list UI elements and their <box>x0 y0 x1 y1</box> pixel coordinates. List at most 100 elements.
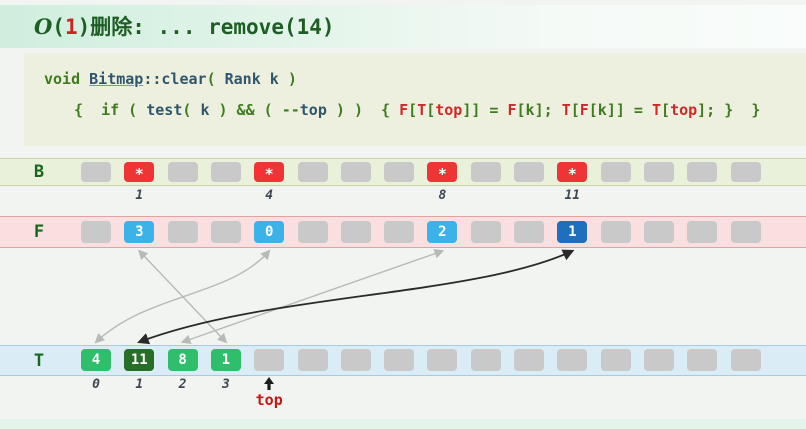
cell-F-1: 3 <box>124 221 155 243</box>
text-token: T <box>652 101 662 119</box>
cell-T-3: 1 <box>210 349 241 371</box>
code-line-body: { if ( test( k ) && ( --top ) ) { F[T[to… <box>74 102 760 119</box>
cell-B-11: * <box>557 162 588 183</box>
cell-B-9 <box>470 162 501 182</box>
indices-row-B: 1 4 8 11 <box>0 188 806 204</box>
text-token: ( <box>182 101 201 119</box>
cell-T-0: 4 <box>81 349 111 371</box>
text-token: top <box>435 101 463 119</box>
text-token: [k]; <box>516 101 562 119</box>
up-arrow-icon <box>264 377 275 390</box>
cell-B-14 <box>687 162 718 182</box>
cell-value: 8 <box>178 352 187 368</box>
cell-T-6 <box>340 349 371 371</box>
cell-B-15 <box>730 162 761 182</box>
cell-F-12 <box>600 221 631 243</box>
array-row-T: T 4 11 8 1 <box>0 345 806 376</box>
cell-T-5 <box>297 349 328 371</box>
index-label-T-1: 1 <box>135 377 144 392</box>
cell-F-8: 2 <box>427 221 458 243</box>
array-row-F: F 3 0 2 1 <box>0 216 806 248</box>
text-token: T <box>417 101 427 119</box>
cell-F-10 <box>514 221 544 243</box>
cell-T-8 <box>427 349 458 371</box>
text-token: [ <box>408 101 418 119</box>
cell-B-0 <box>81 162 111 182</box>
cell-F-3 <box>210 221 241 243</box>
cell-B-5 <box>297 162 328 182</box>
cell-B-7 <box>384 162 415 182</box>
index-label-T-3: 3 <box>221 377 230 392</box>
cell-T-7 <box>384 349 415 371</box>
text-token: ) <box>278 70 297 88</box>
cell-F-9 <box>470 221 501 243</box>
connection-F1-T3 <box>137 249 228 344</box>
text-token: F <box>579 101 589 119</box>
text-token: T <box>561 101 571 119</box>
row-label-F: F <box>33 222 45 242</box>
index-label-T-2: 2 <box>178 377 187 392</box>
text-token: Bitmap <box>89 70 144 88</box>
slide-title-bar: O(1)删除: ... remove(14) <box>0 5 806 48</box>
index-label-B-11: 11 <box>564 188 581 203</box>
text-token: ( <box>52 15 65 39</box>
cell-T-12 <box>600 349 631 371</box>
footer-strip <box>0 419 806 429</box>
cell-B-3 <box>210 162 241 182</box>
connection-F8-T2 <box>180 248 445 345</box>
text-token: [k]] = <box>588 101 652 119</box>
page-title: O(1)删除: ... remove(14) <box>34 5 335 48</box>
cell-B-1: * <box>124 162 155 183</box>
cell-T-10 <box>514 349 544 371</box>
text-token: ) && ( -- <box>209 101 300 119</box>
cell-value: 0 <box>264 224 274 240</box>
cell-value: * <box>264 165 274 183</box>
cell-value: 1 <box>221 352 231 368</box>
text-token: top <box>670 101 698 119</box>
text-token: clear <box>161 70 207 88</box>
cell-B-12 <box>600 162 631 182</box>
cell-T-2: 8 <box>167 349 198 371</box>
cell-F-13 <box>643 221 674 243</box>
text-token: ) ) { <box>326 101 400 119</box>
cell-value: 4 <box>91 352 101 368</box>
text-token: :: <box>143 70 162 88</box>
cell-F-11: 1 <box>557 221 588 243</box>
text-token: ]] = <box>462 101 508 119</box>
cell-F-2 <box>167 221 198 243</box>
index-label-T-0: 0 <box>92 377 100 392</box>
text-token: [ <box>426 101 436 119</box>
cell-T-1: 11 <box>124 349 155 371</box>
text-token: ( <box>206 70 225 88</box>
code-block: void Bitmap::clear( Rank k ) { if ( test… <box>24 53 806 146</box>
cell-B-10 <box>514 162 544 182</box>
row-label-T: T <box>33 350 45 371</box>
cell-T-13 <box>643 349 674 371</box>
cell-value: * <box>134 165 144 183</box>
top-pointer-label: top <box>255 391 283 409</box>
cell-value: 1 <box>568 224 577 240</box>
array-row-B: B * * * * <box>0 158 806 186</box>
connection-F11-T1 <box>137 249 575 345</box>
row-label-B: B <box>33 162 45 182</box>
text-token: ]; } } <box>697 101 761 119</box>
cell-B-4: * <box>254 162 285 183</box>
text-token: { if ( <box>74 101 147 119</box>
cell-value: * <box>567 165 577 183</box>
cell-F-5 <box>297 221 328 243</box>
text-token: O <box>34 14 53 39</box>
text-token: Rank k <box>224 70 279 88</box>
text-token: F <box>507 101 517 119</box>
cell-T-4 <box>254 349 285 371</box>
indices-row-T: 0 1 2 3 <box>0 377 806 393</box>
text-token: [ <box>570 101 580 119</box>
text-token: )删除: ... remove(14) <box>77 15 335 39</box>
text-token: [ <box>661 101 671 119</box>
cell-value: 11 <box>130 352 148 368</box>
cell-F-7 <box>384 221 415 243</box>
cell-F-6 <box>340 221 371 243</box>
top-pointer: top <box>249 377 289 409</box>
cell-value: 2 <box>438 224 447 240</box>
index-label-B-1: 1 <box>135 188 144 203</box>
text-token: test <box>146 101 183 119</box>
